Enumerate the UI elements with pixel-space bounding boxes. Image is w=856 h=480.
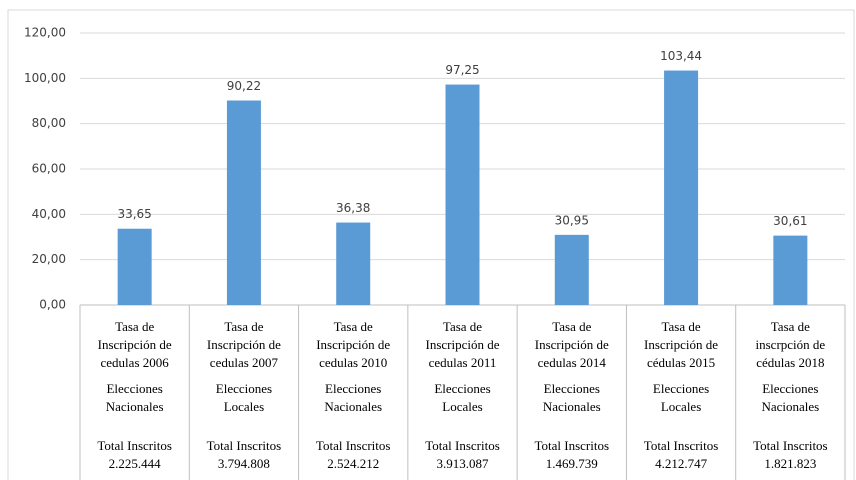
election-label: Elecciones Nacionales [761, 381, 820, 414]
y-tick-label: 40,00 [32, 207, 66, 221]
bar [554, 234, 589, 305]
bar [445, 84, 480, 305]
total-value: 3.913.087 [436, 456, 489, 471]
y-tick-label: 100,00 [24, 71, 66, 85]
category-label: Tasa de Inscripción de cedulas 2014 [534, 319, 609, 370]
total-value: 1.821.823 [764, 456, 817, 471]
category-label: Tasa de inscrpción de cédulas 2018 [755, 319, 826, 370]
bar [226, 100, 261, 305]
total-value: 4.212.747 [655, 456, 708, 471]
data-label: 103,44 [660, 49, 702, 63]
category-label: Tasa de Inscripción de cedulas 2007 [206, 319, 281, 370]
election-label: Elecciones Nacionales [542, 381, 601, 414]
chart-border [7, 9, 855, 480]
total-label: Total Inscritos [534, 438, 610, 453]
data-label: 97,25 [445, 63, 479, 77]
bar [773, 235, 808, 305]
data-label: 30,61 [773, 214, 807, 228]
data-label: 30,95 [555, 213, 589, 227]
total-label: Total Inscritos [425, 438, 500, 453]
y-tick-label: 0,00 [39, 298, 66, 312]
election-label: Elecciones Locales [215, 381, 273, 414]
total-value: 3.794.808 [217, 456, 270, 471]
election-label: Elecciones Nacionales [105, 381, 164, 414]
total-label: Total Inscritos [753, 438, 828, 453]
data-label: 36,38 [336, 201, 370, 215]
total-label: Total Inscritos [206, 438, 282, 453]
total-label: Total Inscritos [643, 438, 719, 453]
election-label: Elecciones Nacionales [324, 381, 383, 414]
y-tick-label: 60,00 [32, 162, 66, 176]
bar [336, 222, 371, 305]
total-value: 2.225.444 [108, 456, 161, 471]
bar [664, 70, 699, 305]
election-label: Elecciones Locales [434, 381, 491, 414]
data-label: 90,22 [227, 79, 261, 93]
y-tick-label: 120,00 [24, 26, 66, 40]
total-label: Total Inscritos [315, 438, 391, 453]
y-tick-label: 20,00 [32, 252, 66, 266]
election-label: Elecciones Locales [652, 381, 710, 414]
total-value: 1.469.739 [545, 456, 598, 471]
data-label: 33,65 [117, 207, 151, 221]
y-tick-label: 80,00 [32, 116, 66, 130]
category-label: Tasa de Inscripción de cedulas 2010 [316, 319, 391, 370]
total-value: 2.524.212 [327, 456, 380, 471]
category-label: Tasa de Inscripción de cedulas 2006 [97, 319, 172, 370]
bar [117, 228, 152, 305]
total-label: Total Inscritos [97, 438, 172, 453]
category-label: Tasa de Inscripción de cedulas 2011 [425, 319, 500, 370]
category-label: Tasa de Inscripción de cédulas 2015 [644, 319, 719, 370]
